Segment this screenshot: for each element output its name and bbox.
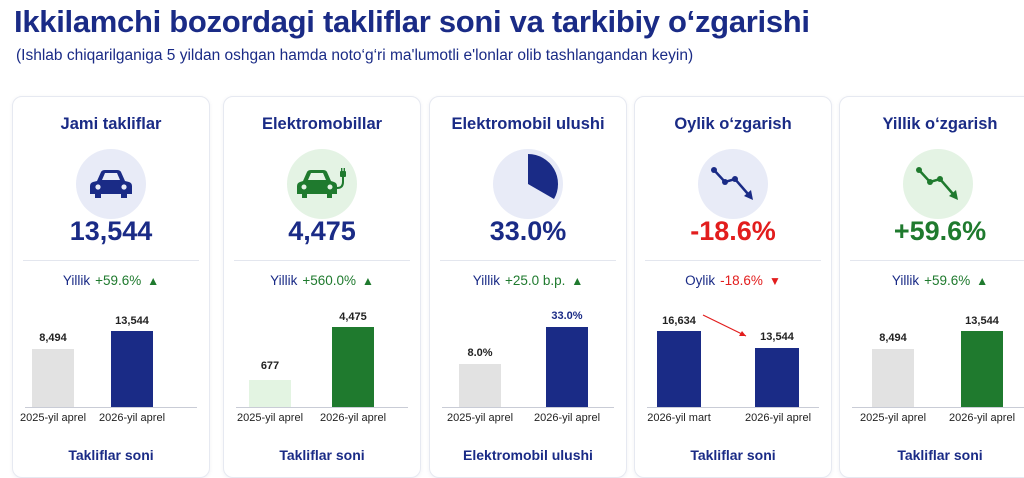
mini-bar-chart: 8,494 13,544 2025-yil aprel 2026-yil apr… — [13, 302, 209, 432]
bar-current — [755, 348, 799, 407]
bar-category-label: 2025-yil aprel — [859, 412, 927, 424]
trend-down-green-icon — [903, 149, 973, 219]
card-value: 13,544 — [69, 216, 153, 246]
change-row: Yillik +560.0% ▲ — [224, 273, 420, 288]
bar-value-label: 677 — [260, 360, 280, 372]
card-footer: Takliflar soni — [690, 447, 776, 463]
mini-bar-chart: 16,634 13,544 2026-yil mart 2026-yil apr… — [635, 302, 831, 432]
card-footer: Elektromobil ulushi — [463, 447, 593, 463]
card-title: Yillik o‘zgarish — [882, 115, 998, 133]
divider — [645, 260, 821, 261]
change-label: Yillik — [891, 273, 920, 288]
chart-baseline — [852, 407, 1024, 408]
arrow-up-icon: ▲ — [147, 274, 160, 288]
change-row: Yillik +25.0 b.p. ▲ — [430, 273, 626, 288]
card-footer: Takliflar soni — [68, 447, 154, 463]
change-row: Yillik +59.6% ▲ — [840, 273, 1024, 288]
change-value: +25.0 b.p. — [504, 273, 566, 288]
card-footer: Takliflar soni — [897, 447, 983, 463]
bar-prev — [872, 349, 914, 407]
page-subtitle: (Ishlab chiqarilganiga 5 yildan oshgan h… — [16, 47, 694, 64]
bar-category-label: 2026-yil aprel — [948, 412, 1016, 424]
bar-prev — [249, 380, 291, 407]
change-label: Yillik — [62, 273, 91, 288]
bar-prev — [32, 349, 74, 407]
chart-baseline — [236, 407, 408, 408]
bar-value-label: 8.0% — [467, 347, 493, 359]
mini-bar-chart: 8.0% 33.0% 2025-yil aprel 2026-yil aprel — [430, 302, 626, 432]
change-label: Yillik — [472, 273, 500, 288]
chart-baseline — [647, 407, 819, 408]
change-value: -18.6% — [720, 273, 763, 288]
card-title: Oylik o‘zgarish — [674, 115, 792, 133]
bar-prev — [657, 331, 701, 407]
page-title: Ikkilamchi bozordagi takliflar soni va t… — [14, 4, 810, 39]
divider — [440, 260, 616, 261]
bar-value-label: 8,494 — [39, 332, 67, 344]
change-value: +560.0% — [302, 273, 357, 288]
card-title: Elektromobil ulushi — [451, 115, 605, 133]
bar-prev — [459, 364, 501, 407]
arrow-up-icon: ▲ — [362, 274, 374, 288]
arrow-down-icon: ▼ — [768, 274, 781, 288]
bar-current — [111, 331, 153, 407]
bar-current — [546, 327, 588, 407]
bar-category-label: 2025-yil aprel — [236, 412, 304, 424]
card-footer: Takliflar soni — [279, 447, 365, 463]
bar-category-label: 2026-yil aprel — [98, 412, 166, 424]
card-value: -18.6% — [690, 216, 776, 246]
mini-bar-chart: 8,494 13,544 2025-yil aprel 2026-yil apr… — [840, 302, 1024, 432]
bar-value-label: 16,634 — [662, 315, 696, 327]
bar-current — [961, 331, 1003, 407]
card-ev-share: Elektromobil ulushi 33.0% Yillik +25.0 b.… — [429, 96, 627, 478]
bar-value-label: 13,544 — [760, 331, 794, 343]
change-value: +59.6% — [924, 273, 971, 288]
divider — [23, 260, 199, 261]
pie-share-icon — [493, 149, 563, 219]
card-electric-cars: Elektromobillar 4,475 Yillik +560.0% ▲ 677… — [223, 96, 421, 478]
mini-bar-chart: 677 4,475 2025-yil aprel 2026-yil aprel — [224, 302, 420, 432]
bar-category-label: 2025-yil aprel — [446, 412, 514, 424]
chart-baseline — [442, 407, 614, 408]
arrow-up-icon: ▲ — [976, 274, 989, 288]
arrow-up-icon: ▲ — [571, 274, 584, 288]
chart-baseline — [25, 407, 197, 408]
car-icon — [76, 149, 146, 219]
bar-value-label: 13,544 — [115, 315, 149, 327]
bar-value-label: 4,475 — [339, 311, 367, 323]
card-title: Elektromobillar — [261, 115, 383, 133]
decline-arrow-icon — [702, 314, 747, 337]
bar-category-label: 2026-yil aprel — [533, 412, 601, 424]
bar-value-label: 8,494 — [879, 332, 907, 344]
card-monthly-change: Oylik o‘zgarish -18.6% Oylik -18.6% ▼ 16,6… — [634, 96, 832, 478]
divider — [234, 260, 410, 261]
card-title: Jami takliflar — [60, 115, 162, 133]
card-yearly-change: Yillik o‘zgarish +59.6% Yillik +59.6% ▲ 8,… — [839, 96, 1024, 478]
change-row: Oylik -18.6% ▼ — [635, 273, 831, 288]
bar-value-label: 33.0% — [551, 310, 583, 322]
bar-current — [332, 327, 374, 407]
electric-car-icon — [287, 149, 357, 219]
change-label: Yillik — [270, 273, 298, 288]
card-value: 33.0% — [489, 216, 567, 246]
card-value: 4,475 — [288, 216, 356, 246]
bar-category-label: 2026-yil mart — [647, 412, 711, 424]
card-value: +59.6% — [893, 216, 987, 246]
bar-value-label: 13,544 — [965, 315, 999, 327]
change-value: +59.6% — [95, 273, 142, 288]
trend-down-icon — [698, 149, 768, 219]
card-total-offers: Jami takliflar 13,544 Yillik +59.6% ▲ 8,49… — [12, 96, 210, 478]
change-label: Oylik — [685, 273, 716, 288]
bar-category-label: 2026-yil aprel — [319, 412, 387, 424]
bar-category-label: 2025-yil aprel — [19, 412, 87, 424]
divider — [850, 260, 1024, 261]
change-row: Yillik +59.6% ▲ — [13, 273, 209, 288]
bar-category-label: 2026-yil aprel — [744, 412, 812, 424]
